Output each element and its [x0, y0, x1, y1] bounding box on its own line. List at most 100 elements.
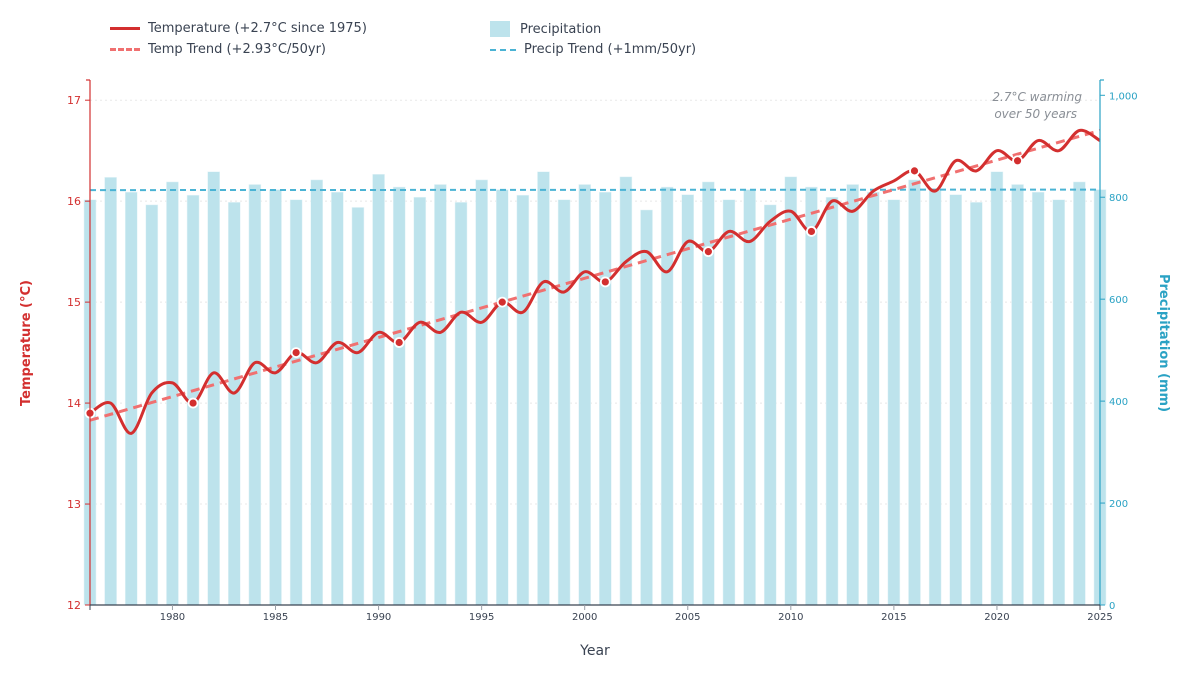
precip-bar-1989 — [351, 207, 365, 606]
temp-marker-2011 — [806, 226, 817, 237]
y-right-tick-label: 1,000 — [1109, 91, 1138, 102]
precip-bar-1982 — [207, 171, 220, 606]
y-left-tick-label: 16 — [67, 195, 81, 208]
gridlines — [90, 99, 1100, 505]
precip-bar-2020 — [990, 171, 1004, 606]
y-left-tick-label: 13 — [67, 498, 81, 511]
precip-bar-2009 — [763, 204, 777, 606]
precip-bar-2001 — [599, 191, 612, 606]
precip-bar-2014 — [867, 191, 880, 606]
precip-bar-1998 — [537, 171, 550, 606]
precip-bar-2017 — [928, 189, 942, 606]
legend-swatch-precipitation — [490, 21, 510, 37]
precip-bar-1995 — [475, 179, 488, 606]
temp-marker-2001 — [599, 276, 611, 288]
legend-swatch-precip-trend — [490, 48, 516, 51]
x-tick-label: 1995 — [469, 612, 494, 623]
legend-item-precipitation[interactable]: Precipitation — [490, 21, 601, 37]
x-tick-label: 1990 — [366, 612, 391, 623]
y-left-tick-label: 14 — [67, 397, 81, 410]
temp-marker-1981 — [187, 397, 199, 409]
legend-item-temp-trend[interactable]: Temp Trend (+2.93°C/50yr) — [110, 42, 326, 57]
temp-marker-2021 — [1012, 155, 1023, 167]
y-left-tick-label: 15 — [67, 296, 81, 309]
precip-bar-2024 — [1073, 181, 1086, 606]
precip-bar-2012 — [825, 196, 839, 606]
precip-trend-line — [89, 188, 1101, 192]
y-axis-right-title: Precipitation (mm) — [1156, 274, 1171, 412]
temperature-line — [89, 128, 1101, 435]
precip-bar-2004 — [660, 186, 674, 606]
x-tick-label: 2025 — [1087, 612, 1112, 623]
x-tick-label: 1985 — [263, 612, 288, 623]
x-tick-label: 2000 — [572, 612, 597, 623]
x-tick-label: 2005 — [675, 612, 700, 623]
x-tick-label: 1980 — [160, 612, 185, 623]
precip-bar-1996 — [495, 189, 509, 606]
legend-label-precipitation: Precipitation — [520, 21, 602, 37]
x-axis-title: Year — [579, 643, 610, 659]
precip-bar-1986 — [289, 199, 303, 606]
precip-bar-1978 — [124, 191, 138, 606]
precip-trend-layer — [89, 188, 1101, 192]
y-left-tick-label: 12 — [67, 599, 81, 612]
legend-label-temp-trend: Temp Trend (+2.93°C/50yr) — [148, 42, 327, 57]
precip-bar-1987 — [310, 179, 323, 606]
precip-bar-1985 — [269, 189, 282, 606]
precip-bar-2016 — [908, 179, 921, 606]
precip-bar-1980 — [166, 181, 179, 606]
precip-bar-1979 — [145, 204, 159, 606]
precip-bar-2019 — [970, 202, 983, 606]
legend-swatch-temperature — [110, 27, 140, 30]
x-tick-label: 2010 — [778, 612, 803, 623]
y-right-tick-label: 600 — [1109, 295, 1128, 306]
y-left-tick-label: 17 — [67, 94, 81, 107]
legend-label-precip-trend: Precip Trend (+1mm/50yr) — [524, 42, 697, 57]
temp-marker-1996 — [496, 296, 508, 308]
y-right-tick-label: 0 — [1109, 601, 1115, 612]
precip-bar-2021 — [1011, 184, 1024, 606]
precip-bar-2005 — [681, 194, 695, 606]
temp-marker-1986 — [290, 347, 302, 358]
axes: 12 13 14 15 16 17 0 200 400 600 800 1,000 1980 1985 19… — [67, 79, 1138, 623]
precip-bar-1984 — [248, 184, 262, 606]
precip-bar-1983 — [228, 202, 241, 606]
precip-bar-2007 — [722, 199, 736, 606]
precip-bar-2013 — [846, 184, 859, 606]
temp-marker-2016 — [909, 165, 920, 177]
precip-bar-1991 — [392, 186, 406, 606]
temp-marker-1991 — [393, 337, 405, 348]
precip-bar-2023 — [1052, 199, 1066, 606]
annotation-line-1: 2.7°C warming — [992, 90, 1082, 104]
legend-item-precip-trend[interactable]: Precip Trend (+1mm/50yr) — [490, 42, 696, 57]
precip-bar-1999 — [557, 199, 571, 606]
legend-swatch-temp-trend — [110, 48, 140, 51]
temperature-line-layer — [84, 128, 1101, 435]
precip-bar-2015 — [887, 199, 901, 606]
x-tick-label: 2020 — [984, 612, 1009, 623]
legend-label-temperature: Temperature (+2.7°C since 1975) — [148, 21, 367, 36]
precip-bar-1988 — [331, 191, 344, 606]
precip-bar-2022 — [1031, 191, 1045, 606]
precip-bar-2002 — [619, 176, 633, 606]
precip-bar-1994 — [454, 202, 468, 606]
precip-bar-2003 — [640, 209, 653, 606]
legend-item-temperature[interactable]: Temperature (+2.7°C since 1975) — [110, 21, 367, 36]
precip-bar-1997 — [516, 194, 530, 606]
precip-bar-2010 — [784, 176, 798, 606]
precip-bar-2011 — [805, 186, 818, 606]
precip-bar-1993 — [434, 184, 447, 606]
precip-bar-1990 — [372, 174, 385, 606]
y-axis-left-title: Temperature (°C) — [19, 280, 34, 406]
y-right-tick-label: 800 — [1109, 193, 1128, 204]
precip-bar-2008 — [743, 189, 756, 606]
temp-marker-2006 — [702, 246, 714, 258]
precip-bar-2018 — [949, 194, 962, 606]
precip-bar-1992 — [413, 196, 427, 606]
annotation-line-2: over 50 years — [994, 107, 1077, 121]
precip-bar-1977 — [104, 177, 117, 606]
x-tick-label: 2015 — [881, 612, 906, 623]
y-right-tick-label: 200 — [1109, 499, 1128, 510]
y-right-tick-label: 400 — [1109, 397, 1128, 408]
